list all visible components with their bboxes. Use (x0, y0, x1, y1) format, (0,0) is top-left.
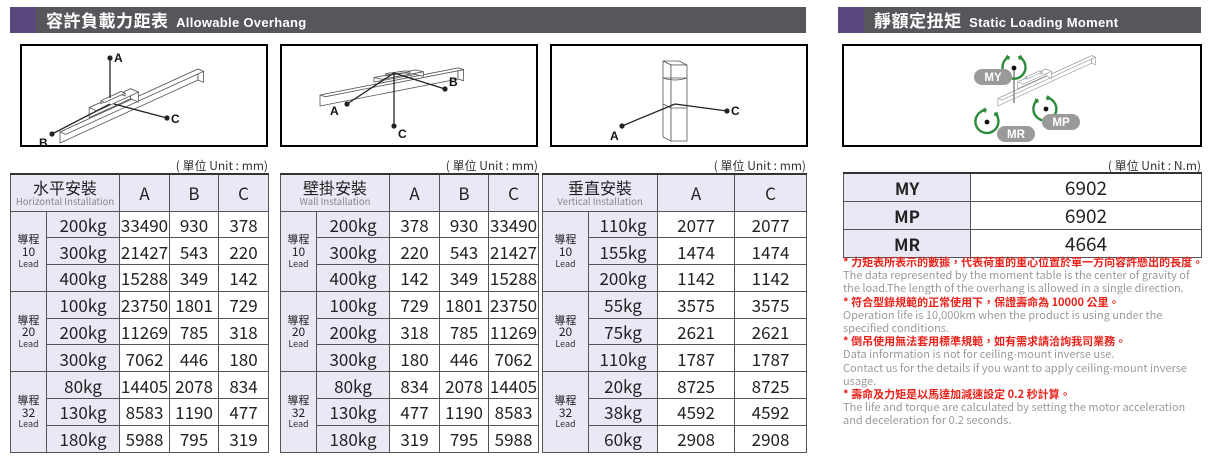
svg-text:B: B (39, 136, 48, 149)
svg-text:A: A (114, 51, 123, 65)
svg-text:MP: MP (1052, 117, 1070, 129)
svg-text:C: C (171, 112, 180, 126)
svg-text:MY: MY (984, 72, 1002, 84)
svg-text:B: B (449, 75, 458, 89)
svg-text:MR: MR (1007, 129, 1026, 141)
svg-text:C: C (398, 127, 407, 141)
svg-text:C: C (731, 104, 740, 118)
svg-text:A: A (330, 104, 339, 118)
svg-text:A: A (610, 129, 619, 143)
